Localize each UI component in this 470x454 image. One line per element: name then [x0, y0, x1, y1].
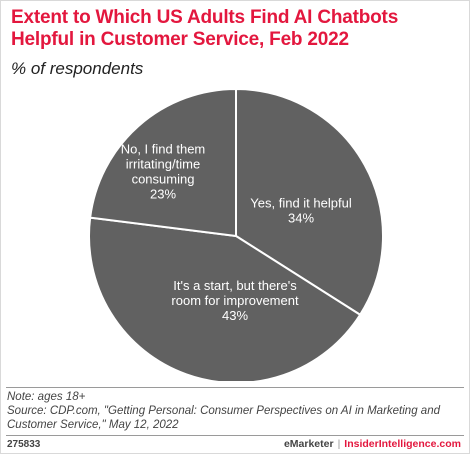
notes-divider — [6, 387, 464, 388]
note-text: Note: ages 18+ — [7, 391, 86, 403]
slice-category-label: It's a start, but there's — [173, 278, 297, 293]
slice-category-label: consuming — [132, 172, 195, 187]
pie-slice-2 — [88, 216, 362, 384]
chart-subtitle: % of respondents — [11, 59, 144, 78]
slice-value-label: 43% — [222, 308, 248, 323]
pie-slice-3 — [89, 88, 237, 237]
chart-title: Extent to Which US Adults Find AI Chatbo… — [11, 7, 451, 51]
pie-slice-label-1: Yes, find it helpful 34% — [250, 196, 352, 226]
pie-chart: Yes, find it helpful 34% It's a start, but… — [88, 88, 384, 384]
pie-chart-area: Yes, find it helpful 34% It's a start, but… — [1, 81, 470, 384]
slice-category-label: Yes, find it helpful — [250, 196, 352, 211]
footer-separator: | — [337, 438, 341, 450]
slice-value-label: 34% — [288, 211, 314, 226]
chart-title-line-2: Helpful in Customer Service, Feb 2022 — [11, 29, 349, 50]
chart-id: 275833 — [7, 439, 41, 450]
brand-name: eMarketer — [283, 438, 334, 450]
footer-branding: eMarketer | InsiderIntelligence.com — [284, 438, 461, 450]
source-text-line-2: Customer Service," May 12, 2022 — [7, 419, 179, 431]
pie-slice-label-2: It's a start, but there's room for improv… — [171, 278, 299, 323]
chart-title-line-1: Extent to Which US Adults Find AI Chatbo… — [11, 7, 399, 28]
site-link[interactable]: InsiderIntelligence.com — [344, 438, 461, 450]
pie-slice-label-3: No, I find them irritating/time consuming 2… — [121, 142, 206, 202]
slice-category-label: room for improvement — [171, 293, 299, 308]
slice-category-label: irritating/time — [126, 157, 200, 172]
footer-divider — [6, 435, 464, 436]
slice-category-label: No, I find them — [121, 142, 206, 157]
slice-value-label: 23% — [150, 187, 176, 202]
chart-notes: Note: ages 18+ Source: CDP.com, "Getting… — [7, 390, 447, 432]
source-text-line-1: Source: CDP.com, "Getting Personal: Cons… — [7, 405, 440, 417]
